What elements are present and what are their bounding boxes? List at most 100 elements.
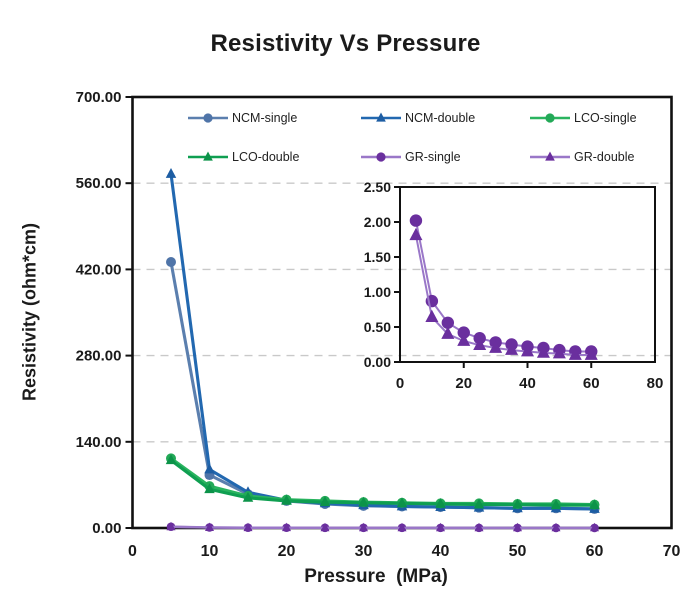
data-point-triangle bbox=[545, 151, 555, 161]
data-point-triangle bbox=[376, 112, 386, 122]
data-point-triangle bbox=[552, 346, 566, 359]
legend-item-ncm-double: NCM-double bbox=[360, 110, 475, 126]
inset-y-tick-label: 2.50 bbox=[364, 179, 391, 195]
x-tick-label: 40 bbox=[432, 543, 450, 560]
data-point-triangle bbox=[204, 483, 215, 494]
inset-series-gr-double bbox=[409, 227, 598, 360]
series-gr-double bbox=[166, 521, 600, 532]
x-tick-label: 20 bbox=[278, 543, 296, 560]
data-point-triangle bbox=[396, 497, 408, 508]
legend-key-triangle-icon bbox=[188, 151, 228, 161]
data-point-circle bbox=[376, 152, 386, 162]
y-tick-label: 280.00 bbox=[76, 348, 122, 365]
x-tick-label: 70 bbox=[663, 543, 681, 560]
data-point-triangle bbox=[568, 347, 582, 360]
data-point-triangle bbox=[281, 522, 292, 532]
inset-series-gr-single bbox=[409, 214, 598, 358]
inset-x-tick-label: 80 bbox=[647, 375, 664, 392]
legend-item-gr-double: GR-double bbox=[529, 149, 634, 165]
data-point-triangle bbox=[512, 522, 523, 532]
data-point-circle bbox=[166, 257, 176, 268]
data-point-triangle bbox=[425, 309, 439, 323]
data-point-triangle bbox=[457, 333, 471, 346]
data-point-triangle bbox=[505, 342, 519, 355]
data-point-triangle bbox=[551, 522, 561, 532]
data-point-triangle bbox=[243, 522, 253, 532]
data-point-triangle bbox=[584, 347, 598, 360]
data-point-triangle bbox=[166, 521, 176, 531]
legend-label: LCO-single bbox=[574, 111, 637, 125]
data-point-triangle bbox=[520, 344, 535, 357]
data-point-triangle bbox=[435, 497, 446, 508]
data-point-circle bbox=[545, 113, 555, 123]
y-tick-label: 700.00 bbox=[76, 89, 122, 106]
inset-chart: 0.00 0.50 1.00 1.50 2.00 2.50 0 20 40 60 80 bbox=[364, 179, 664, 392]
x-tick-label: 30 bbox=[355, 543, 373, 560]
data-point-triangle bbox=[536, 345, 550, 358]
legend-key-circle-icon bbox=[361, 152, 401, 162]
data-point-triangle bbox=[165, 454, 177, 465]
data-point-triangle bbox=[589, 499, 600, 510]
data-point-triangle bbox=[204, 522, 215, 531]
x-axis-title: Pressure (MPa) bbox=[304, 566, 448, 587]
chart-title: Resistivity Vs Pressure bbox=[210, 30, 481, 57]
data-point-triangle bbox=[358, 496, 369, 507]
data-point-triangle bbox=[435, 522, 446, 532]
legend-item-gr-single: GR-single bbox=[360, 149, 461, 165]
data-point-circle bbox=[441, 316, 455, 329]
legend-item-lco-double: LCO-double bbox=[187, 149, 299, 165]
inset-x-tick-label: 40 bbox=[519, 375, 536, 392]
inset-y-tick-label: 0.00 bbox=[364, 354, 391, 370]
data-point-triangle bbox=[489, 340, 503, 353]
data-point-triangle bbox=[204, 463, 215, 474]
data-point-circle bbox=[203, 113, 213, 123]
y-tick-label: 560.00 bbox=[76, 175, 122, 192]
data-point-circle bbox=[457, 326, 470, 339]
inset-x-tick-label: 60 bbox=[583, 375, 600, 392]
legend-label: NCM-single bbox=[232, 111, 298, 125]
inset-x-tick-label: 0 bbox=[396, 375, 404, 392]
data-point-triangle bbox=[203, 151, 213, 161]
data-point-triangle bbox=[473, 337, 487, 351]
legend-label: NCM-double bbox=[405, 111, 476, 125]
data-point-triangle bbox=[473, 498, 485, 509]
legend-label: LCO-double bbox=[232, 150, 300, 164]
x-tick-label: 50 bbox=[509, 543, 527, 560]
inset-plot-border bbox=[399, 186, 656, 363]
data-point-triangle bbox=[397, 522, 407, 532]
legend-item-lco-single: LCO-single bbox=[529, 110, 637, 126]
legend-label: GR-single bbox=[405, 150, 461, 164]
x-tick-label: 0 bbox=[128, 543, 137, 560]
data-point-triangle bbox=[358, 522, 369, 532]
data-point-triangle bbox=[474, 522, 484, 532]
data-point-triangle bbox=[550, 499, 562, 510]
data-point-triangle bbox=[441, 326, 455, 339]
data-point-triangle bbox=[589, 522, 600, 532]
inset-y-tick-label: 2.00 bbox=[364, 214, 391, 230]
y-tick-label: 140.00 bbox=[76, 434, 122, 451]
legend-key-circle-icon bbox=[188, 113, 228, 123]
y-tick-label: 420.00 bbox=[76, 261, 122, 278]
data-point-circle bbox=[409, 214, 423, 227]
x-tick-label: 10 bbox=[201, 543, 219, 560]
legend-key-triangle-icon bbox=[530, 151, 570, 161]
data-point-triangle bbox=[512, 498, 523, 509]
inset-x-tick-label: 20 bbox=[455, 375, 472, 392]
data-point-triangle bbox=[319, 496, 331, 507]
data-point-triangle bbox=[281, 494, 292, 505]
y-tick-label: 0.00 bbox=[92, 520, 121, 537]
data-point-triangle bbox=[409, 227, 423, 241]
legend-item-ncm-single: NCM-single bbox=[187, 110, 297, 126]
data-point-triangle bbox=[165, 167, 177, 178]
inset-y-tick-label: 1.00 bbox=[364, 284, 391, 300]
inset-y-tick-label: 1.50 bbox=[364, 249, 391, 265]
legend-label: GR-double bbox=[574, 150, 635, 164]
legend-key-triangle-icon bbox=[361, 112, 401, 122]
inset-y-tick-label: 0.50 bbox=[364, 319, 391, 335]
data-point-triangle bbox=[242, 491, 254, 502]
legend-key-circle-icon bbox=[530, 113, 570, 123]
x-tick-label: 60 bbox=[586, 543, 604, 560]
data-point-triangle bbox=[320, 522, 330, 532]
